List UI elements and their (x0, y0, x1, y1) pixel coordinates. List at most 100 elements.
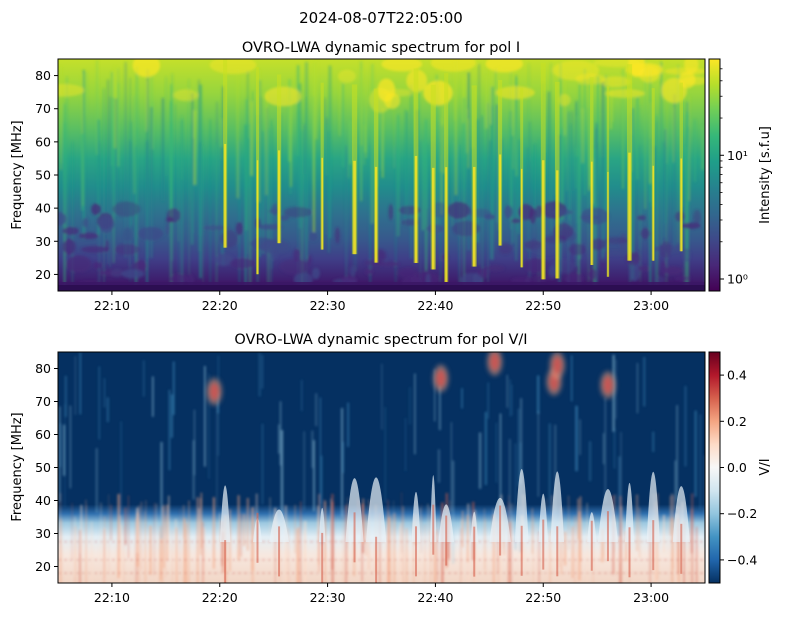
texture-streak (515, 75, 517, 261)
texture-streak (246, 497, 250, 551)
colorbar-tick-label: 0.2 (727, 414, 747, 429)
texture-streak (324, 499, 326, 562)
texture-streak (575, 147, 577, 189)
texture-streak (451, 142, 453, 226)
y-tick-label: 50 (35, 460, 51, 475)
texture-streak (209, 119, 211, 291)
x-tick-label: 22:40 (417, 298, 453, 313)
stokes-i-burst (498, 79, 503, 246)
texture-bright (430, 59, 477, 72)
texture-streak (399, 526, 402, 583)
texture-streak (66, 76, 68, 236)
texture-blob (568, 243, 587, 256)
texture-streak (672, 495, 674, 570)
texture-streak (587, 107, 590, 291)
red-spot-halo (432, 364, 449, 393)
texture-streak (85, 72, 88, 115)
texture-streak (674, 460, 677, 510)
vi-colorbar (709, 352, 720, 583)
texture-streak (137, 505, 141, 582)
texture-streak (239, 513, 243, 557)
texture-streak (665, 146, 668, 291)
texture-streak (603, 433, 605, 465)
texture-blob (599, 257, 606, 271)
texture-blob (550, 259, 576, 274)
texture-streak (699, 414, 701, 510)
texture-streak (635, 494, 639, 552)
texture-streak (662, 141, 666, 238)
texture-streak (483, 508, 485, 570)
texture-blob (121, 269, 145, 279)
texture-streak (303, 521, 307, 583)
texture-streak (409, 386, 411, 425)
texture-streak (538, 531, 540, 583)
texture-blob (110, 268, 124, 278)
texture-streak (579, 419, 581, 456)
texture-streak (174, 519, 177, 583)
texture-streak (660, 61, 662, 246)
texture-streak (510, 503, 513, 543)
texture-streak (677, 514, 679, 583)
texture-streak (372, 124, 373, 206)
y-tick-label: 60 (35, 134, 51, 149)
texture-streak (85, 499, 87, 583)
texture-streak (150, 74, 153, 116)
texture-streak (571, 111, 573, 191)
texture-streak (550, 63, 552, 231)
texture-blob (504, 205, 513, 219)
texture-streak (508, 438, 511, 515)
texture-streak (81, 133, 84, 211)
texture-blob (532, 244, 560, 255)
texture-streak (342, 509, 344, 583)
texture-bright (381, 59, 423, 72)
stokes-vi-burst-core (499, 505, 502, 556)
texture-streak (567, 112, 570, 285)
texture-streak (603, 144, 606, 253)
texture-blob (98, 215, 115, 234)
texture-streak (427, 503, 429, 557)
texture-streak (135, 148, 137, 257)
y-tick-label: 20 (35, 267, 51, 282)
texture-streak (183, 518, 186, 583)
texture-streak (424, 523, 426, 583)
stokes-i-burst (471, 85, 477, 267)
texture-bright (495, 86, 535, 100)
texture-streak (499, 413, 502, 520)
texture-streak (115, 98, 118, 201)
texture-blob (293, 248, 301, 262)
texture-streak (433, 530, 437, 583)
texture-streak (492, 514, 496, 583)
texture-streak (120, 421, 122, 513)
texture-streak (98, 366, 100, 440)
stokes-vi-y-axis: 20 30 40 50 60 70 80 (35, 361, 58, 574)
texture-streak (71, 502, 73, 560)
texture-streak (601, 81, 605, 262)
stokes-i-bursts (223, 59, 683, 282)
texture-streak (573, 515, 577, 583)
texture-blob (388, 203, 394, 221)
texture-streak (130, 121, 133, 226)
texture-streak (532, 517, 534, 583)
texture-streak (341, 408, 343, 518)
texture-streak (487, 382, 489, 419)
texture-streak (489, 68, 492, 125)
texture-blob (229, 258, 256, 269)
texture-streak (644, 60, 647, 210)
texture-streak (495, 104, 498, 223)
stokes-vi-burst-core (445, 515, 448, 566)
y-tick-label: 50 (35, 168, 51, 183)
texture-streak (161, 98, 165, 202)
texture-streak (204, 365, 206, 467)
texture-streak (193, 110, 197, 185)
texture-streak (624, 530, 628, 562)
texture-streak (303, 124, 305, 174)
texture-streak (342, 441, 344, 474)
texture-streak (385, 525, 388, 583)
texture-streak (246, 71, 249, 255)
colorbar-tick-label: 10¹ (727, 148, 748, 163)
texture-streak (670, 493, 674, 542)
texture-streak (689, 96, 690, 201)
texture-streak (146, 69, 149, 258)
texture-bright (600, 76, 631, 88)
texture-streak (381, 363, 383, 430)
